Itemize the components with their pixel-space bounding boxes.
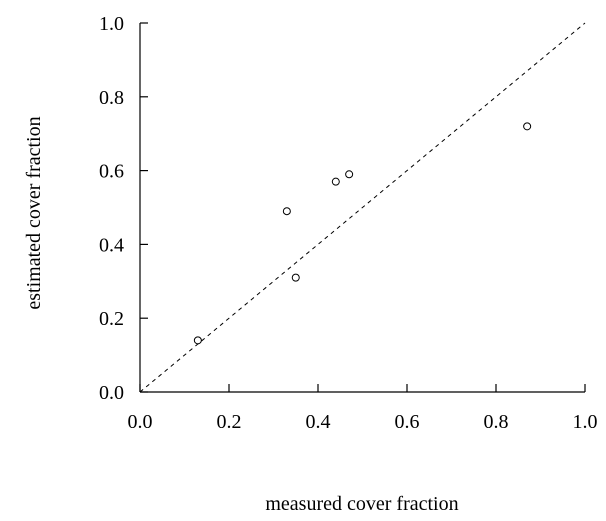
x-axis-label: measured cover fraction <box>265 493 458 515</box>
y-tick-label: 0.6 <box>99 161 124 183</box>
data-point <box>193 336 202 345</box>
y-tick-label: 1.0 <box>99 13 124 35</box>
y-tick-label: 0.8 <box>99 87 124 109</box>
x-tick-label: 0.2 <box>217 411 242 433</box>
x-tick-label: 0.8 <box>484 411 509 433</box>
identity-reference-line <box>139 22 586 393</box>
data-point <box>291 273 300 282</box>
data-point <box>523 122 532 131</box>
data-point <box>331 177 340 186</box>
y-tick-label: 0.4 <box>99 234 124 256</box>
y-tick-label: 0.2 <box>99 308 124 330</box>
x-tick-label: 0.0 <box>128 411 153 433</box>
y-axis-ticks: 0.0 0.2 0.4 0.6 0.8 1.0 <box>99 13 148 404</box>
y-tick-label: 0.0 <box>99 382 124 404</box>
x-tick-label: 1.0 <box>573 411 598 433</box>
y-axis-label: estimated cover fraction <box>23 116 45 309</box>
data-points <box>193 122 532 345</box>
x-tick-label: 0.4 <box>306 411 331 433</box>
data-point <box>282 207 291 216</box>
data-point <box>345 170 354 179</box>
x-axis-ticks: 0.0 0.2 0.4 0.6 0.8 1.0 <box>128 384 598 433</box>
plot-area: 0.0 0.2 0.4 0.6 0.8 1.0 0.0 0.2 0.4 0.6 0.8 1.0 <box>99 13 598 433</box>
x-tick-label: 0.6 <box>395 411 420 433</box>
